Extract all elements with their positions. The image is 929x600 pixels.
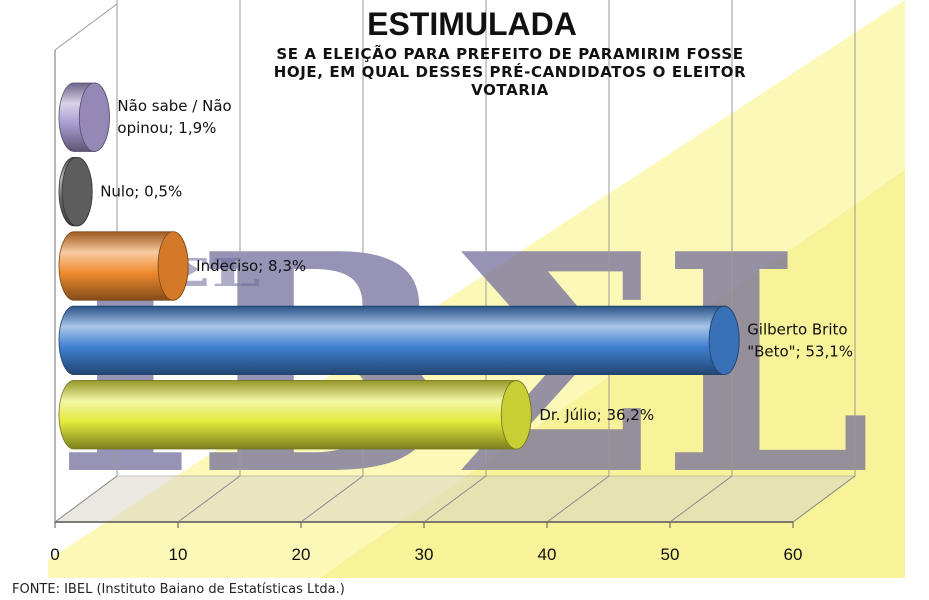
data-label-2-0: Indeciso; 8,3% — [196, 257, 306, 275]
gridline-floor-30 — [423, 475, 487, 523]
x-tick-label-30: 30 — [415, 545, 434, 564]
chart-subtitle-line-1: SE A ELEIÇÃO PARA PREFEITO DE PARAMIRIM … — [276, 44, 743, 63]
gridline-floor-40 — [546, 475, 610, 523]
left-wall-top-edge — [54, 3, 118, 51]
data-label-0-0: Dr. Júlio; 36,2% — [539, 406, 654, 424]
chart-subtitle-line-3: VOTARIA — [471, 81, 549, 99]
gridline-floor-50 — [669, 475, 733, 523]
bar-end-cap-1 — [708, 305, 740, 376]
x-tick-label-40: 40 — [538, 545, 557, 564]
source-note: FONTE: IBEL (Instituto Baiano de Estatís… — [12, 582, 345, 597]
bar-0 — [58, 380, 532, 450]
chart-subtitle-line-2: HOJE, EM QUAL DESSES PRÉ-CANDIDATOS O EL… — [274, 62, 746, 81]
x-tick-label-50: 50 — [661, 545, 680, 564]
gridline-floor-60 — [792, 475, 856, 523]
gridline-floor-10 — [177, 475, 241, 523]
data-label-1-1: "Beto"; 53,1% — [747, 342, 853, 360]
gridline-floor-0 — [54, 475, 118, 523]
data-label-4-0: Não sabe / Não — [117, 97, 231, 115]
gridline-floor-20 — [300, 475, 364, 523]
data-label-1-0: Gilberto Brito — [747, 320, 847, 338]
bar-end-cap-2 — [157, 231, 189, 301]
x-tick-label-0: 0 — [50, 545, 59, 564]
bar-end-cap-4 — [78, 82, 110, 152]
x-tick-label-20: 20 — [292, 545, 311, 564]
chart-title: ESTIMULADA — [367, 6, 577, 42]
data-label-4-1: opinou; 1,9% — [117, 119, 216, 137]
bar-end-cap-3 — [61, 156, 93, 227]
bar-1 — [58, 305, 740, 376]
data-label-3-0: Nulo; 0,5% — [100, 183, 182, 201]
x-tick-label-60: 60 — [784, 545, 803, 564]
bar-end-cap-0 — [500, 380, 532, 450]
x-tick-label-10: 10 — [169, 545, 188, 564]
